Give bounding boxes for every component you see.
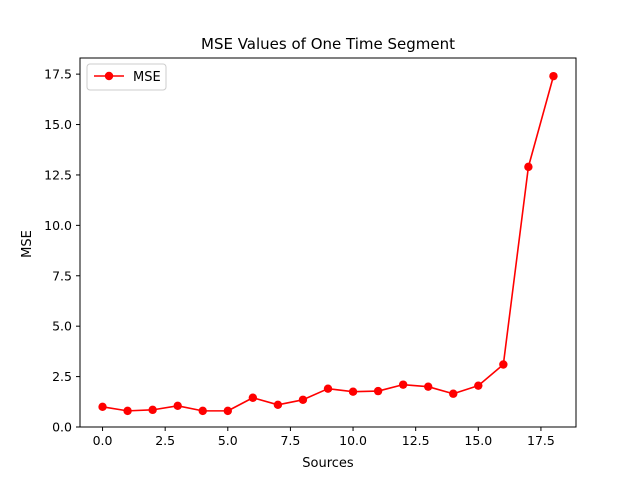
- data-point: [424, 382, 433, 391]
- data-point: [449, 389, 458, 398]
- plot-area: [79, 57, 577, 428]
- legend-box: [86, 63, 167, 91]
- series-layer: [98, 71, 558, 416]
- data-point: [173, 401, 182, 411]
- y-tick-label: 2.5: [52, 369, 72, 384]
- data-point: [348, 387, 358, 396]
- y-tick-label: 5.0: [52, 319, 72, 334]
- x-axis: 0.0 2.5 5.0 7.5 10.0 12.5 15.0 17.5: [93, 427, 555, 448]
- x-tick-label: 17.5: [527, 433, 555, 448]
- data-point: [398, 380, 408, 389]
- data-point: [373, 386, 383, 396]
- y-tick-label: 17.5: [44, 67, 72, 82]
- data-point: [549, 71, 558, 81]
- x-tick-label: 15.0: [464, 433, 492, 448]
- x-tick-label: 7.5: [280, 433, 300, 448]
- x-tick-label: 2.5: [155, 433, 175, 448]
- data-point: [123, 406, 132, 416]
- data-point: [524, 162, 533, 172]
- y-tick-label: 12.5: [44, 167, 72, 182]
- data-point: [198, 406, 207, 416]
- x-axis-label: Sources: [302, 456, 354, 471]
- x-tick-label: 10.0: [339, 433, 367, 448]
- y-axis: 0.0 2.5 5.0 7.5 10.0 12.5 15.0 17.5: [44, 67, 80, 435]
- chart-title: MSE Values of One Time Segment: [201, 35, 455, 53]
- plot-frame: [79, 57, 577, 428]
- legend-marker-sample: [104, 71, 114, 81]
- data-point: [248, 393, 258, 402]
- data-point: [323, 384, 333, 393]
- y-tick-label: 10.0: [44, 218, 72, 233]
- data-point: [298, 395, 308, 404]
- data-point: [148, 405, 157, 415]
- y-tick-label: 0.0: [52, 420, 72, 435]
- data-point: [223, 406, 232, 416]
- data-point: [474, 381, 483, 390]
- data-point: [98, 402, 107, 412]
- x-tick-label: 12.5: [402, 433, 430, 448]
- legend: MSE: [86, 63, 167, 91]
- y-tick-label: 15.0: [44, 117, 72, 132]
- data-point: [273, 400, 283, 410]
- data-point: [499, 360, 508, 369]
- x-tick-label: 5.0: [218, 433, 238, 448]
- x-tick-label: 0.0: [93, 433, 113, 448]
- y-axis-label: MSE: [20, 230, 35, 258]
- legend-label: MSE: [133, 70, 161, 85]
- y-tick-label: 7.5: [52, 268, 72, 283]
